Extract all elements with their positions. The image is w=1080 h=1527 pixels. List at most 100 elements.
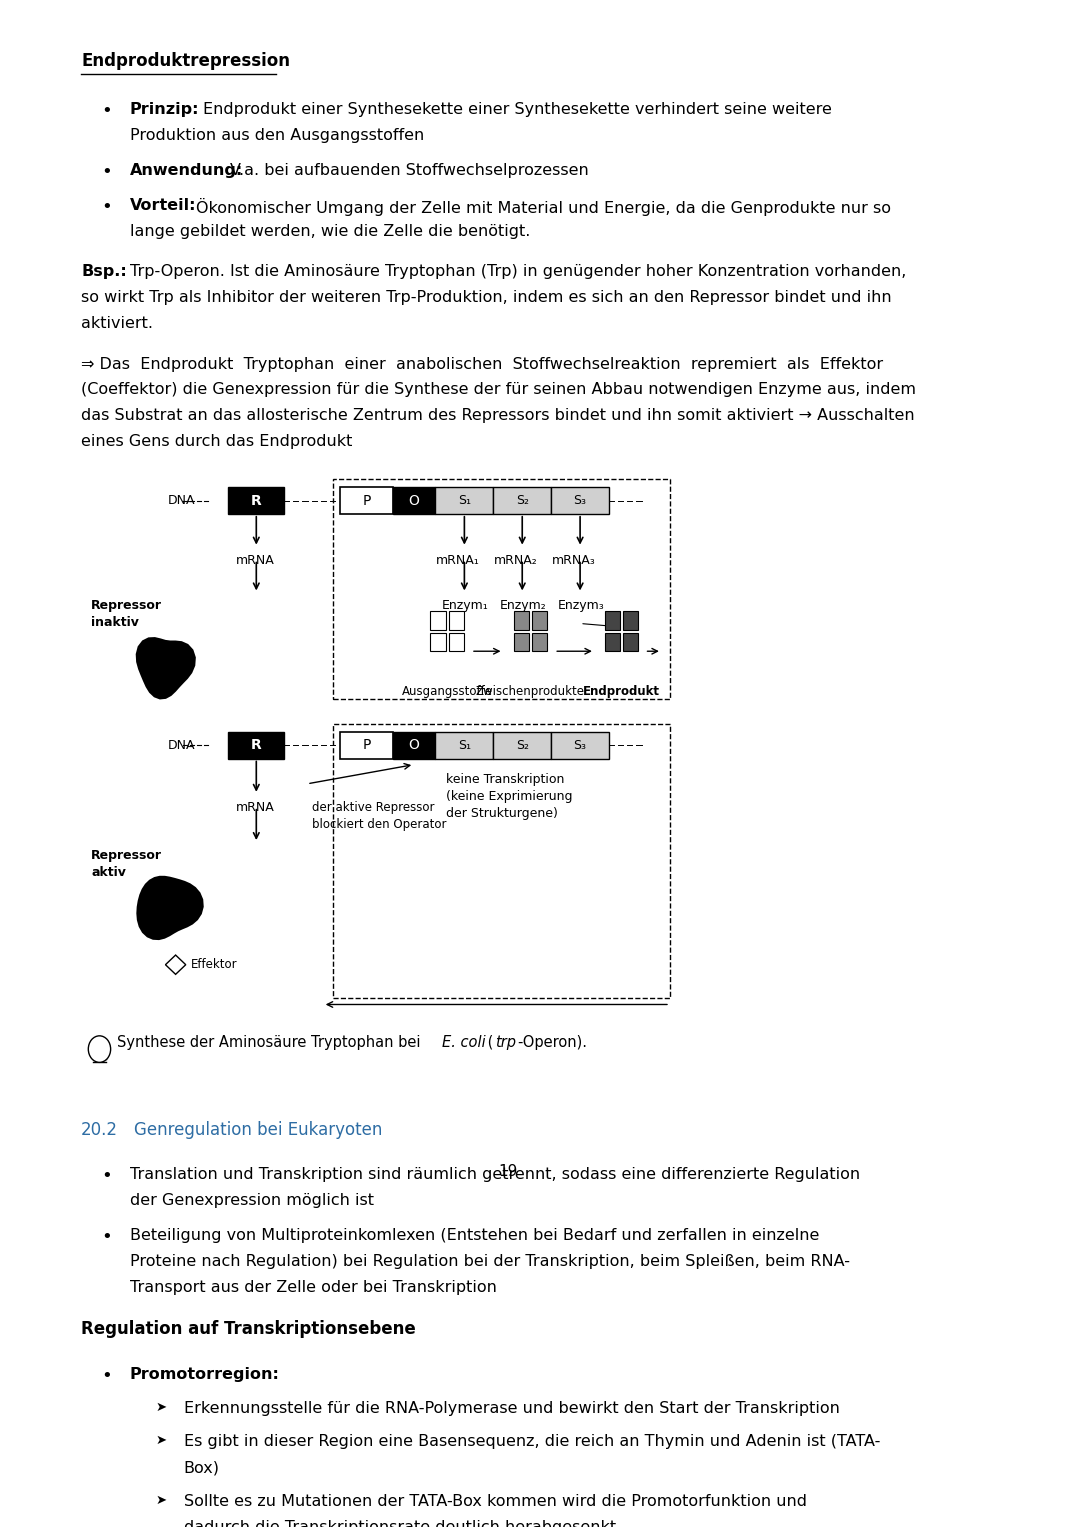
Bar [430,634,446,651]
Bar [393,487,435,513]
Text: mRNA₂: mRNA₂ [494,554,538,567]
Text: •: • [102,1167,112,1185]
Text: Promotorregion:: Promotorregion: [130,1367,280,1382]
Bar [531,611,548,629]
Text: Enzym₂: Enzym₂ [500,600,546,612]
Text: mRNA: mRNA [237,800,274,814]
Text: S₃: S₃ [573,495,586,507]
Text: S₁: S₁ [458,739,471,751]
Bar [430,611,446,629]
Bar [228,731,284,759]
Bar [340,487,393,513]
Text: V.a. bei aufbauenden Stoffwechselprozessen: V.a. bei aufbauenden Stoffwechselprozess… [230,163,590,179]
Text: Anwendung:: Anwendung: [130,163,243,179]
Text: •: • [102,102,112,121]
Text: (: ( [483,1035,494,1049]
Bar [494,731,551,759]
Text: Sollte es zu Mutationen der TATA-Box kommen wird die Promotorfunktion und: Sollte es zu Mutationen der TATA-Box kom… [184,1493,807,1509]
Text: trp: trp [496,1035,516,1049]
Bar [531,634,548,651]
Polygon shape [165,954,186,974]
Text: •: • [102,199,112,217]
Text: Endproduktrepression: Endproduktrepression [81,52,291,70]
Text: der Genexpression möglich ist: der Genexpression möglich ist [130,1193,374,1208]
Bar [340,731,393,759]
Bar [333,724,670,999]
Text: S₁: S₁ [458,495,471,507]
PathPatch shape [136,637,195,699]
Text: Box): Box) [184,1460,219,1475]
Text: Enzym₁: Enzym₁ [442,600,489,612]
Text: •: • [102,1367,112,1385]
Text: Endprodukt einer Synthesekette einer Synthesekette verhindert seine weitere: Endprodukt einer Synthesekette einer Syn… [203,102,832,118]
Bar [393,731,435,759]
Text: Beteiligung von Multiproteinkomlexen (Entstehen bei Bedarf und zerfallen in einz: Beteiligung von Multiproteinkomlexen (En… [130,1228,820,1243]
Text: das Substrat an das allosterische Zentrum des Repressors bindet und ihn somit ak: das Substrat an das allosterische Zentru… [81,408,915,423]
Bar [514,634,529,651]
Text: Vorteil:: Vorteil: [130,199,197,214]
Text: P: P [362,738,370,753]
Text: Repressor
inaktiv: Repressor inaktiv [92,600,162,629]
Text: Ausgangsstoffe: Ausgangsstoffe [402,686,492,698]
Bar [494,487,551,513]
Bar [551,731,609,759]
Bar [448,611,464,629]
Text: Translation und Transkription sind räumlich getrennt, sodass eine differenzierte: Translation und Transkription sind räuml… [130,1167,860,1182]
Bar [623,611,638,629]
Text: O: O [408,493,419,507]
Bar [435,487,494,513]
Bar [333,479,670,699]
Text: S₂: S₂ [516,495,529,507]
Text: so wirkt Trp als Inhibitor der weiteren Trp-Produktion, indem es sich an den Rep: so wirkt Trp als Inhibitor der weiteren … [81,290,892,305]
Text: dadurch die Transkriptionsrate deutlich herabgesenkt: dadurch die Transkriptionsrate deutlich … [184,1519,616,1527]
Text: DNA: DNA [167,739,195,751]
Text: mRNA: mRNA [237,554,274,567]
Text: mRNA₁: mRNA₁ [436,554,480,567]
Text: Prinzip:: Prinzip: [130,102,200,118]
PathPatch shape [136,876,204,941]
Text: R: R [251,493,261,507]
Text: ⇒ Das  Endprodukt  Tryptophan  einer  anabolischen  Stoffwechselreaktion  reprem: ⇒ Das Endprodukt Tryptophan einer anabol… [81,356,883,371]
Text: keine Transkription
(keine Exprimierung
der Strukturgene): keine Transkription (keine Exprimierung … [446,773,572,820]
Text: Genregulation bei Eukaryoten: Genregulation bei Eukaryoten [134,1121,382,1139]
Text: P: P [362,493,370,507]
Text: Endprodukt: Endprodukt [583,686,660,698]
Text: eines Gens durch das Endprodukt: eines Gens durch das Endprodukt [81,434,352,449]
Ellipse shape [89,1035,110,1063]
Text: Synthese der Aminosäure Tryptophan bei: Synthese der Aminosäure Tryptophan bei [117,1035,424,1049]
Text: 20.2: 20.2 [81,1121,118,1139]
Text: Repressor
aktiv: Repressor aktiv [92,849,162,880]
Bar [514,611,529,629]
Text: ➤: ➤ [156,1434,166,1448]
Text: S₃: S₃ [573,739,586,751]
Text: Zwischenprodukte: Zwischenprodukte [476,686,585,698]
Text: Transport aus der Zelle oder bei Transkription: Transport aus der Zelle oder bei Transkr… [130,1280,497,1295]
Bar [448,634,464,651]
Text: Ökonomischer Umgang der Zelle mit Material und Energie, da die Genprodukte nur s: Ökonomischer Umgang der Zelle mit Materi… [195,199,891,217]
Text: R: R [251,738,261,753]
Text: O: O [408,738,419,753]
Text: Regulation auf Transkriptionsebene: Regulation auf Transkriptionsebene [81,1321,416,1338]
Text: S₂: S₂ [516,739,529,751]
Text: lange gebildet werden, wie die Zelle die benötigt.: lange gebildet werden, wie die Zelle die… [130,224,530,240]
Bar [605,611,620,629]
Text: Es gibt in dieser Region eine Basensequenz, die reich an Thymin und Adenin ist (: Es gibt in dieser Region eine Basenseque… [184,1434,880,1449]
Text: E. coli: E. coli [442,1035,485,1049]
Bar [605,634,620,651]
Text: Erkennungsstelle für die RNA-Polymerase und bewirkt den Start der Transkription: Erkennungsstelle für die RNA-Polymerase … [184,1400,839,1416]
Text: Proteine nach Regulation) bei Regulation bei der Transkription, beim Spleißen, b: Proteine nach Regulation) bei Regulation… [130,1254,850,1269]
Text: •: • [102,163,112,182]
Text: Trp-Operon. Ist die Aminosäure Tryptophan (Trp) in genügender hoher Konzentratio: Trp-Operon. Ist die Aminosäure Tryptopha… [130,264,906,279]
Text: der aktive Repressor
blockiert den Operator: der aktive Repressor blockiert den Opera… [312,800,447,831]
Bar [623,634,638,651]
Text: aktiviert.: aktiviert. [81,316,153,331]
Bar [435,731,494,759]
Text: DNA: DNA [167,495,195,507]
Text: Produktion aus den Ausgangsstoffen: Produktion aus den Ausgangsstoffen [130,128,424,144]
Text: Effektor: Effektor [191,959,238,971]
Bar [551,487,609,513]
Text: Bsp.:: Bsp.: [81,264,127,279]
Text: -Operon).: -Operon). [517,1035,588,1049]
Text: (Coeffektor) die Genexpression für die Synthese der für seinen Abbau notwendigen: (Coeffektor) die Genexpression für die S… [81,382,916,397]
Text: 19: 19 [498,1164,517,1179]
